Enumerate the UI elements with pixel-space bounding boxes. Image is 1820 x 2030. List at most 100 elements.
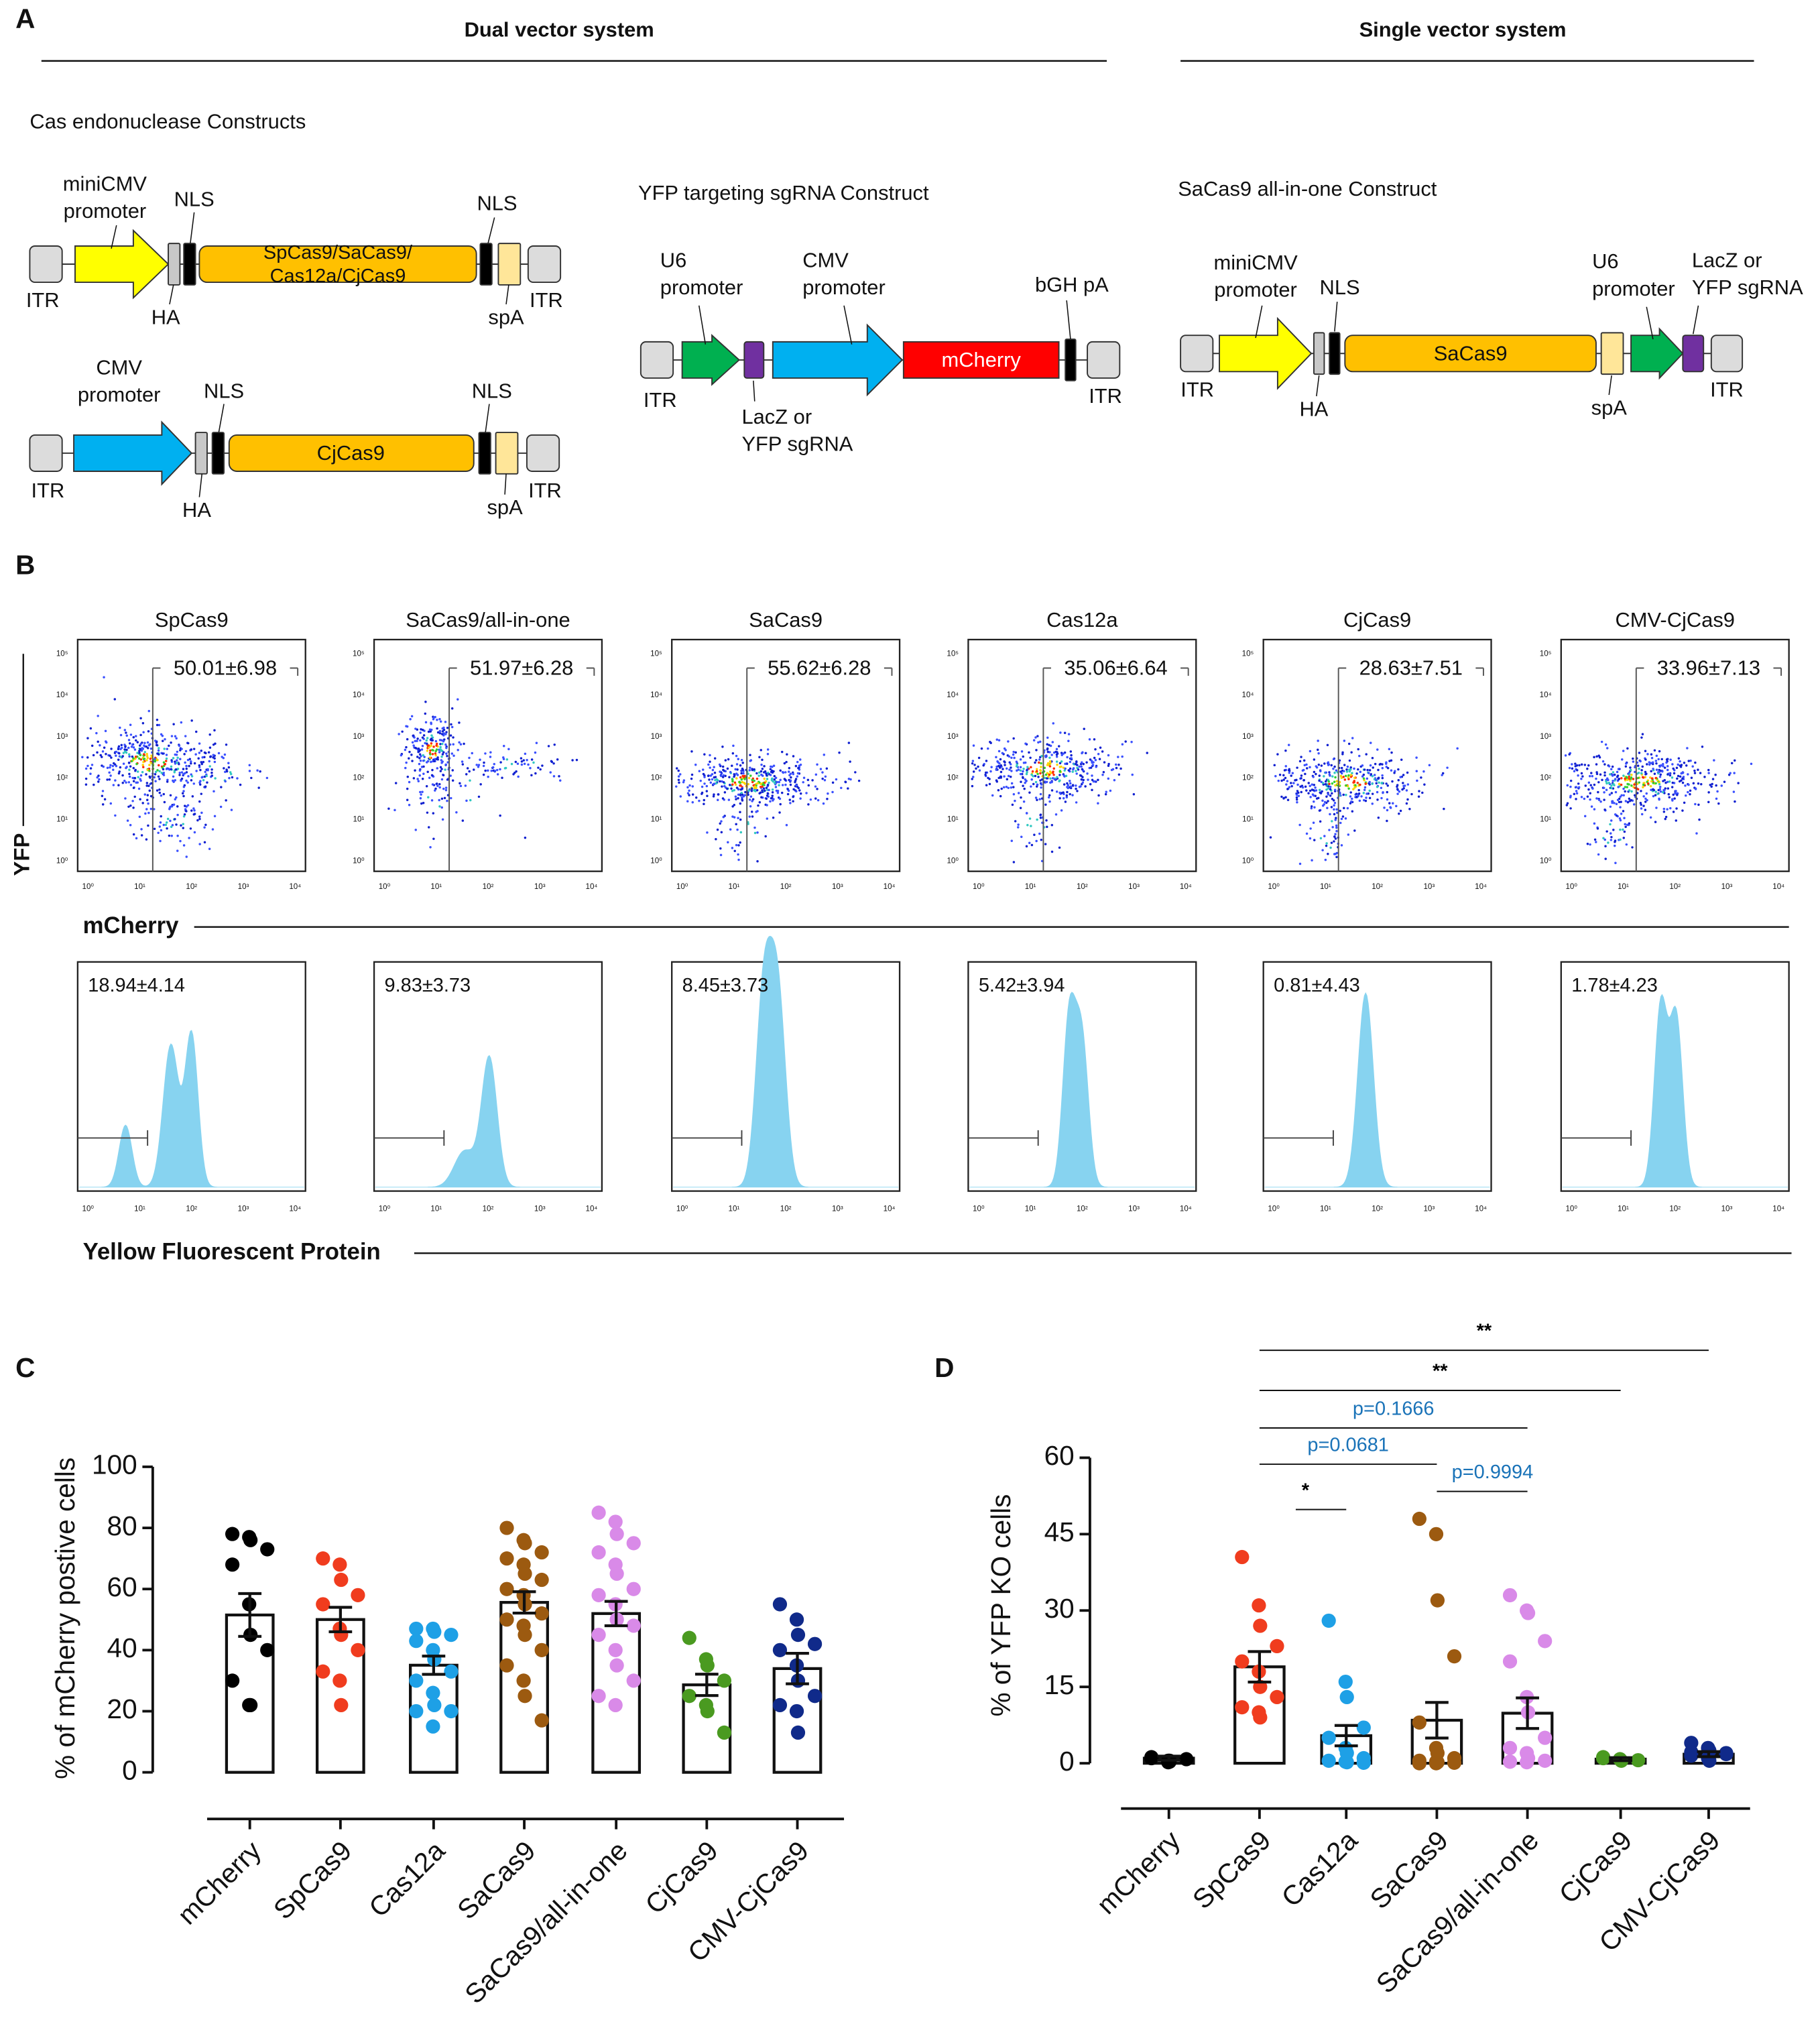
event-dot — [1339, 774, 1343, 778]
data-point — [426, 1685, 440, 1700]
spa — [495, 432, 519, 475]
event-dot — [1619, 838, 1622, 841]
data-point — [409, 1704, 424, 1719]
event-dot — [755, 772, 758, 775]
gate-label-bg — [160, 655, 290, 681]
event-dot — [747, 789, 750, 792]
line — [1334, 301, 1338, 332]
line — [1316, 375, 1320, 397]
event-dot — [125, 781, 127, 784]
event-dot — [109, 802, 113, 805]
data-point — [626, 1618, 641, 1633]
event-dot — [101, 790, 105, 792]
event-dot — [1066, 756, 1069, 759]
event-dot — [1038, 761, 1040, 764]
event-dot — [1056, 776, 1058, 779]
event-dot — [176, 759, 178, 762]
event-dot — [1602, 837, 1605, 839]
event-dot — [1589, 792, 1591, 794]
event-dot — [1341, 815, 1345, 818]
event-dot — [172, 803, 176, 806]
event-dot — [430, 799, 434, 802]
event-dot — [147, 709, 150, 713]
event-dot — [982, 764, 985, 767]
event-dot — [1019, 807, 1022, 809]
event-dot — [1673, 772, 1676, 775]
part-label: NLS — [174, 188, 215, 211]
event-dot — [840, 786, 843, 790]
event-dot — [1612, 771, 1615, 774]
event-dot — [719, 853, 723, 857]
event-dot — [176, 813, 179, 817]
event-dot — [1622, 810, 1625, 813]
event-dot — [753, 785, 756, 788]
event-dot — [984, 771, 987, 774]
event-dot — [750, 811, 753, 813]
event-dot — [789, 779, 792, 782]
event-dot — [1038, 798, 1041, 800]
event-dot — [446, 799, 448, 802]
event-dot — [1575, 786, 1578, 788]
event-dot — [502, 756, 505, 759]
tick-label: 10³ — [238, 1205, 249, 1213]
event-dot — [1317, 748, 1319, 752]
event-dot — [1575, 790, 1578, 792]
event-dot — [132, 807, 135, 809]
part-label: ITR — [1180, 377, 1214, 401]
event-dot — [1298, 760, 1302, 763]
event-dot — [516, 762, 520, 765]
event-dot — [1587, 788, 1590, 791]
event-dot — [513, 771, 516, 774]
event-dot — [198, 843, 201, 845]
event-dot — [1300, 790, 1302, 794]
event-dot — [1603, 771, 1606, 774]
event-dot — [1382, 791, 1384, 794]
event-dot — [174, 762, 177, 765]
event-dot — [1333, 835, 1336, 838]
event-dot — [1711, 778, 1715, 780]
tick-label: 10⁴ — [1242, 691, 1254, 699]
event-dot — [139, 774, 143, 777]
event-dot — [1013, 756, 1016, 760]
event-dot — [158, 788, 161, 791]
tick-label: 10⁴ — [1540, 691, 1552, 699]
event-dot — [1038, 832, 1041, 835]
tick-label: 10³ — [1540, 733, 1551, 741]
event-dot — [1026, 823, 1029, 827]
event-dot — [1609, 823, 1612, 826]
event-dot — [1691, 765, 1694, 768]
event-dot — [682, 781, 685, 784]
event-dot — [126, 819, 129, 822]
event-dot — [1610, 835, 1613, 839]
event-dot — [1047, 775, 1050, 778]
points — [1412, 1511, 1462, 1771]
event-dot — [1617, 786, 1620, 788]
event-dot — [1589, 784, 1592, 786]
event-dot — [108, 771, 111, 774]
event-dot — [1679, 760, 1681, 763]
data-point — [807, 1689, 823, 1704]
event-dot — [184, 772, 186, 775]
event-dot — [1326, 807, 1329, 809]
event-dot — [997, 739, 1001, 741]
event-dot — [1067, 786, 1070, 790]
event-dot — [1333, 771, 1336, 774]
points — [409, 1621, 459, 1734]
event-dot — [1022, 755, 1025, 758]
event-dot — [1023, 787, 1026, 790]
event-dot — [1699, 772, 1702, 774]
event-dot — [1313, 758, 1316, 761]
event-dot — [1368, 783, 1371, 786]
event-dot — [147, 811, 150, 815]
event-dot — [1048, 800, 1051, 803]
event-dot — [479, 758, 481, 761]
event-dot — [1597, 798, 1601, 801]
event-dot — [84, 777, 88, 780]
event-dot — [1571, 763, 1573, 766]
event-dot — [1655, 807, 1658, 809]
event-dot — [401, 730, 404, 733]
event-dot — [701, 768, 705, 771]
event-dot — [1620, 813, 1623, 815]
event-dot — [1389, 806, 1392, 809]
event-dot — [709, 781, 713, 784]
